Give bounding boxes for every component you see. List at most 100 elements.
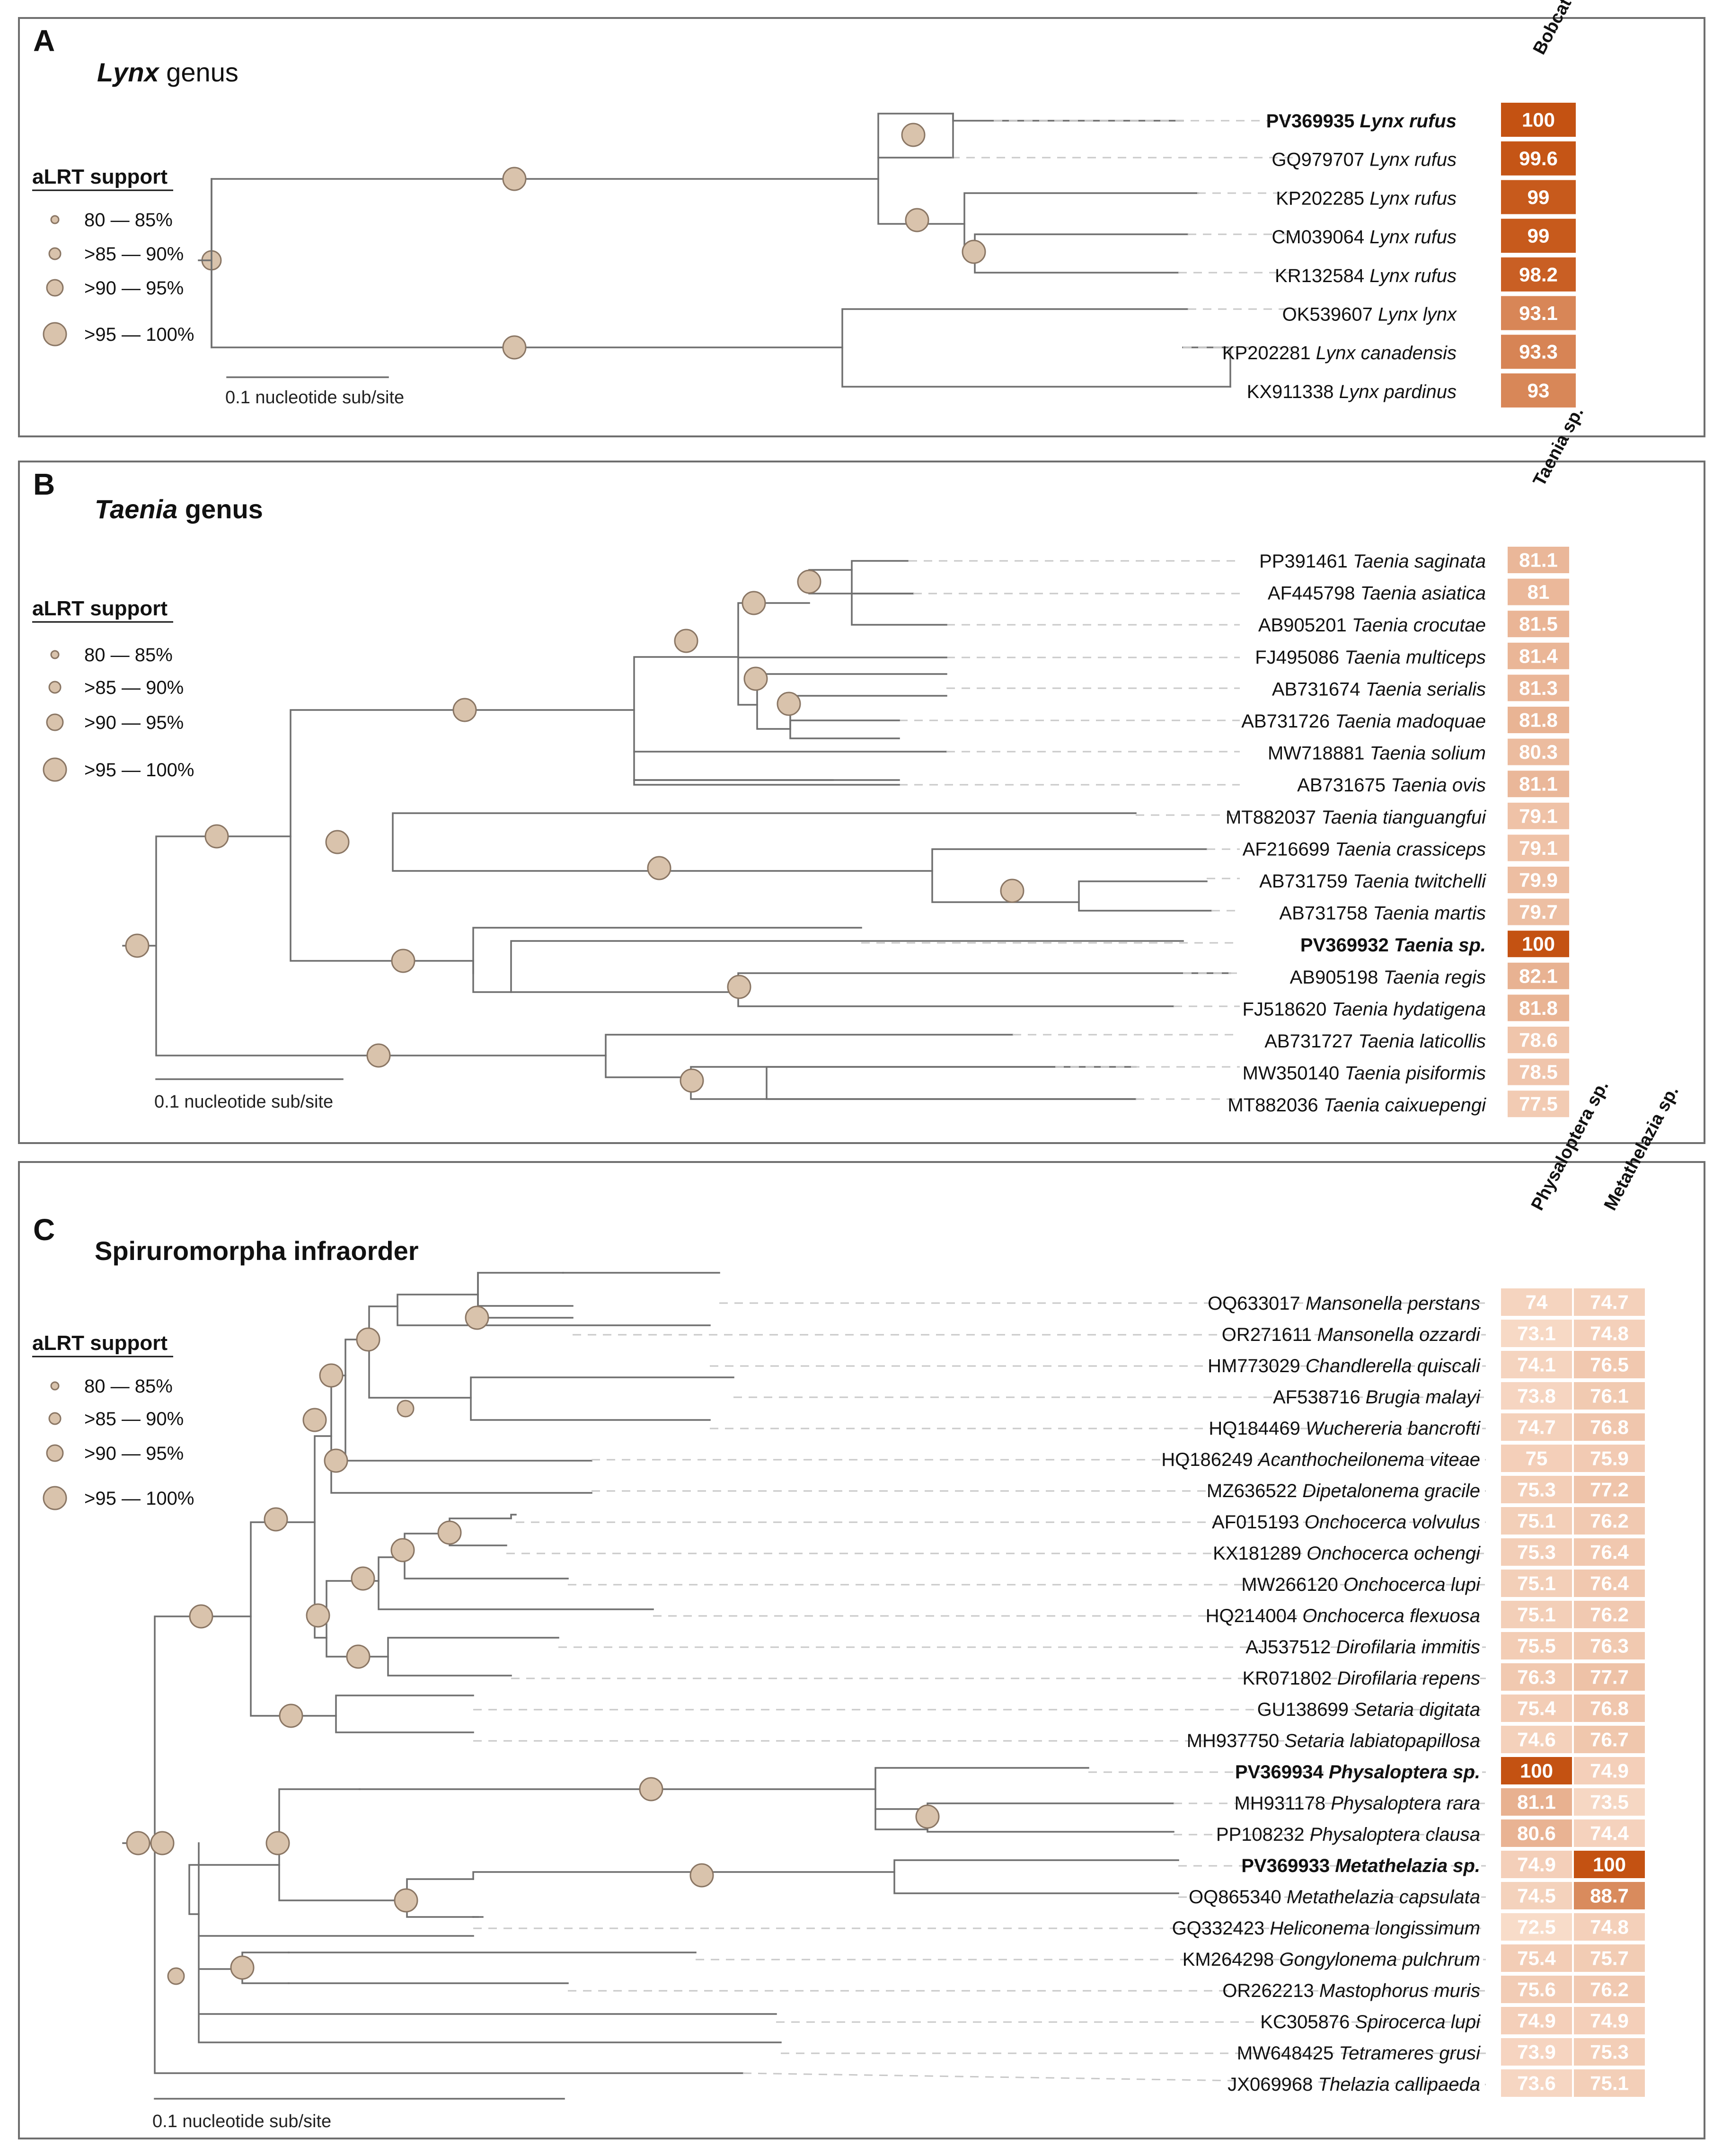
heatmap-cell — [1501, 1757, 1572, 1784]
taxon-label: AF538716 Brugia malayi — [1273, 1387, 1481, 1408]
heatmap-cell — [1501, 1976, 1572, 2003]
heatmap-cell — [1508, 547, 1569, 573]
tree-node — [126, 1831, 150, 1855]
heatmap-cell — [1574, 1288, 1645, 1316]
taxon-label: AB731674 Taenia serialis — [1272, 679, 1486, 700]
heatmap-value: 100 — [1520, 1760, 1553, 1782]
heatmap-cell — [1501, 2069, 1572, 2097]
heatmap-cell — [1574, 1445, 1645, 1472]
heatmap-value: 75.7 — [1590, 1947, 1629, 1970]
heatmap-value: 74.1 — [1517, 1354, 1556, 1376]
heatmap-cell — [1508, 1027, 1569, 1053]
heatmap-value: 81.1 — [1519, 549, 1558, 571]
taxon-label: KX181289 Onchocerca ochengi — [1213, 1543, 1481, 1564]
taxon-label: MZ636522 Dipetalonema gracile — [1207, 1481, 1480, 1501]
heatmap-cell — [1501, 219, 1576, 253]
heatmap-cell — [1501, 257, 1576, 292]
taxon-label: KX911338 Lynx pardinus — [1247, 382, 1457, 402]
heatmap-value: 74 — [1526, 1291, 1548, 1313]
heatmap-cell — [1508, 802, 1569, 829]
heatmap-value: 76.5 — [1590, 1354, 1629, 1376]
legend-node-xlarge — [43, 757, 67, 782]
taxon-label: GQ979707 Lynx rufus — [1272, 150, 1457, 170]
heatmap-value: 75 — [1526, 1447, 1548, 1470]
tree-node — [901, 123, 926, 147]
panel-a-frame — [18, 17, 1705, 437]
heatmap-cell — [1574, 1507, 1645, 1535]
heatmap-cell — [1574, 1538, 1645, 1566]
heatmap-cell — [1501, 1695, 1572, 1722]
taxon-label: CM039064 Lynx rufus — [1272, 227, 1457, 248]
legend-item: >90 — 95% — [84, 712, 184, 733]
heatmap-cell — [1574, 1944, 1645, 1972]
heatmap-value: 74.9 — [1590, 1760, 1629, 1782]
heatmap-value: 76.8 — [1590, 1697, 1629, 1720]
heatmap-value: 81.3 — [1519, 677, 1558, 699]
heatmap-value: 80.6 — [1517, 1822, 1556, 1845]
tree-node — [727, 975, 751, 999]
tree-node — [306, 1603, 330, 1628]
heatmap-value: 75.1 — [1517, 1510, 1556, 1532]
heatmap-cell — [1508, 771, 1569, 798]
heatmap-cell — [1501, 2007, 1572, 2034]
taxon-label: AF216699 Taenia crassiceps — [1243, 839, 1486, 860]
taxon-label: PV369932 Taenia sp. — [1300, 935, 1486, 956]
tree-node — [1000, 878, 1024, 903]
heatmap-cell — [1574, 1663, 1645, 1691]
heatmap-value: 76.2 — [1590, 1604, 1629, 1626]
taxon-label: OK539607 Lynx lynx — [1282, 304, 1457, 325]
heatmap-value: 81.8 — [1519, 997, 1558, 1019]
heatmap-value: 78.5 — [1519, 1061, 1558, 1083]
heatmap-value: 74.4 — [1590, 1822, 1629, 1845]
heatmap-value: 81.5 — [1519, 613, 1558, 635]
taxon-labels: PV369935 Lynx rufus GQ979707 Lynx rufus KP… — [1222, 111, 1457, 402]
heatmap-value: 75.4 — [1517, 1947, 1556, 1970]
heatmap-cell — [1574, 1851, 1645, 1878]
heatmap-value: 76.4 — [1590, 1541, 1629, 1563]
legend-title: aLRT support — [32, 597, 168, 620]
legend-node-large — [46, 1444, 64, 1462]
heatmap-value: 73.1 — [1517, 1322, 1556, 1345]
heatmap-cell — [1501, 335, 1576, 369]
heatmap-cell — [1508, 931, 1569, 958]
taxon-label: PP108232 Physaloptera clausa — [1216, 1824, 1480, 1845]
taxon-label: OQ865340 Metathelazia capsulata — [1189, 1887, 1480, 1908]
heatmap-cell — [1501, 1288, 1572, 1316]
heatmap-cell — [1574, 1320, 1645, 1347]
legend-item: >95 — 100% — [84, 324, 194, 345]
heatmap-cell — [1501, 1320, 1572, 1347]
taxon-label: MT882037 Taenia tianguangfui — [1226, 807, 1486, 828]
taxon-label: AB905201 Taenia crocutae — [1258, 615, 1486, 636]
heatmap-cell — [1508, 642, 1569, 669]
heatmap-cell — [1501, 1819, 1572, 1847]
heatmap-cell — [1574, 1695, 1645, 1722]
heatmap-value: 76.1 — [1590, 1385, 1629, 1407]
heatmap-cell — [1574, 1913, 1645, 1941]
taxon-label: MH937750 Setaria labiatopapillosa — [1187, 1730, 1480, 1751]
tree-node — [502, 167, 527, 191]
tree-node — [325, 830, 350, 854]
tree-node — [346, 1644, 371, 1669]
legend-node-medium — [48, 681, 62, 694]
tree-node — [302, 1408, 327, 1432]
tree-node — [452, 698, 477, 722]
heatmap-cell — [1574, 1476, 1645, 1503]
heatmap-cell — [1501, 180, 1576, 214]
heatmap-cell — [1501, 2038, 1572, 2066]
legend-item: >90 — 95% — [84, 278, 184, 299]
heatmap-cell — [1501, 1382, 1572, 1410]
heatmap-cell — [1508, 1091, 1569, 1118]
heatmap-value: 74.6 — [1517, 1729, 1556, 1751]
legend-title: aLRT support — [32, 165, 168, 188]
taxon-label: OR271611 Mansonella ozzardi — [1222, 1324, 1481, 1345]
tree-node — [351, 1566, 375, 1591]
heatmap-cell — [1508, 707, 1569, 733]
heatmap-value: 99.6 — [1519, 147, 1558, 169]
heatmap-cell — [1574, 1819, 1645, 1847]
tree-node — [391, 949, 415, 973]
heatmap-cell — [1574, 1382, 1645, 1410]
tree-node — [689, 1863, 714, 1888]
panel-b-frame — [18, 461, 1705, 1144]
taxon-label: FJ495086 Taenia multiceps — [1255, 647, 1486, 668]
panel-a-letter: A — [33, 24, 55, 58]
